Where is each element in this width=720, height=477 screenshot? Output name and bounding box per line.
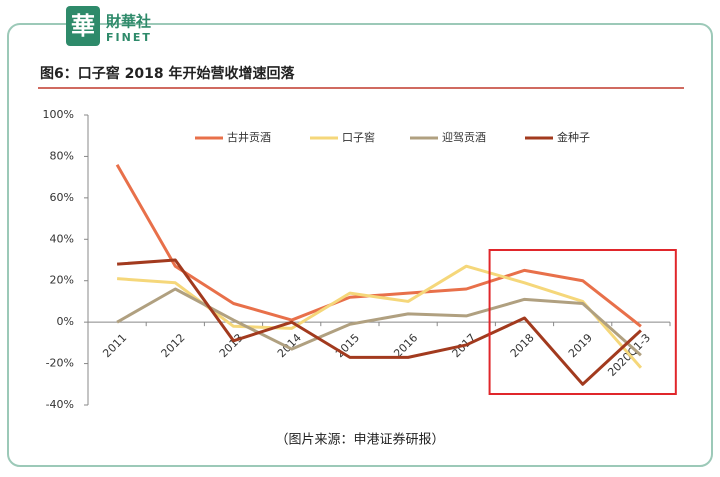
x-tick-label: 2019 [566,331,595,360]
card-frame [7,23,713,467]
legend-label: 迎驾贡酒 [442,131,486,144]
x-tick-label: 2011 [100,331,129,360]
x-tick-label: 2018 [508,331,537,360]
y-tick-label: 60% [50,191,74,204]
x-tick-label: 2012 [159,331,188,360]
chart-title: 图6：口子窖 2018 年开始营收增速回落 [40,65,295,82]
source: （图片来源：申港证券研报） [275,432,444,448]
legend-label: 古井贡酒 [227,130,271,144]
logo-box [66,6,100,46]
y-tick-label: 100% [43,108,74,121]
series-line [116,264,643,369]
brand-en: FINET [106,31,152,44]
legend-label: 金种子 [557,130,590,144]
y-tick-label: -20% [46,357,74,370]
series-line [116,287,642,357]
series-line [116,258,642,386]
brand: 財華社 [105,13,151,31]
series-line [115,163,642,328]
legend-label: 口子窖 [342,130,375,144]
y-tick-label: 80% [50,149,74,162]
y-tick-label: 20% [50,274,74,287]
y-tick-label: 0% [57,315,74,328]
y-tick-label: -40% [46,398,74,411]
highlight-box [488,249,677,395]
logo: 華 [71,12,95,40]
y-tick-label: 40% [50,232,74,245]
